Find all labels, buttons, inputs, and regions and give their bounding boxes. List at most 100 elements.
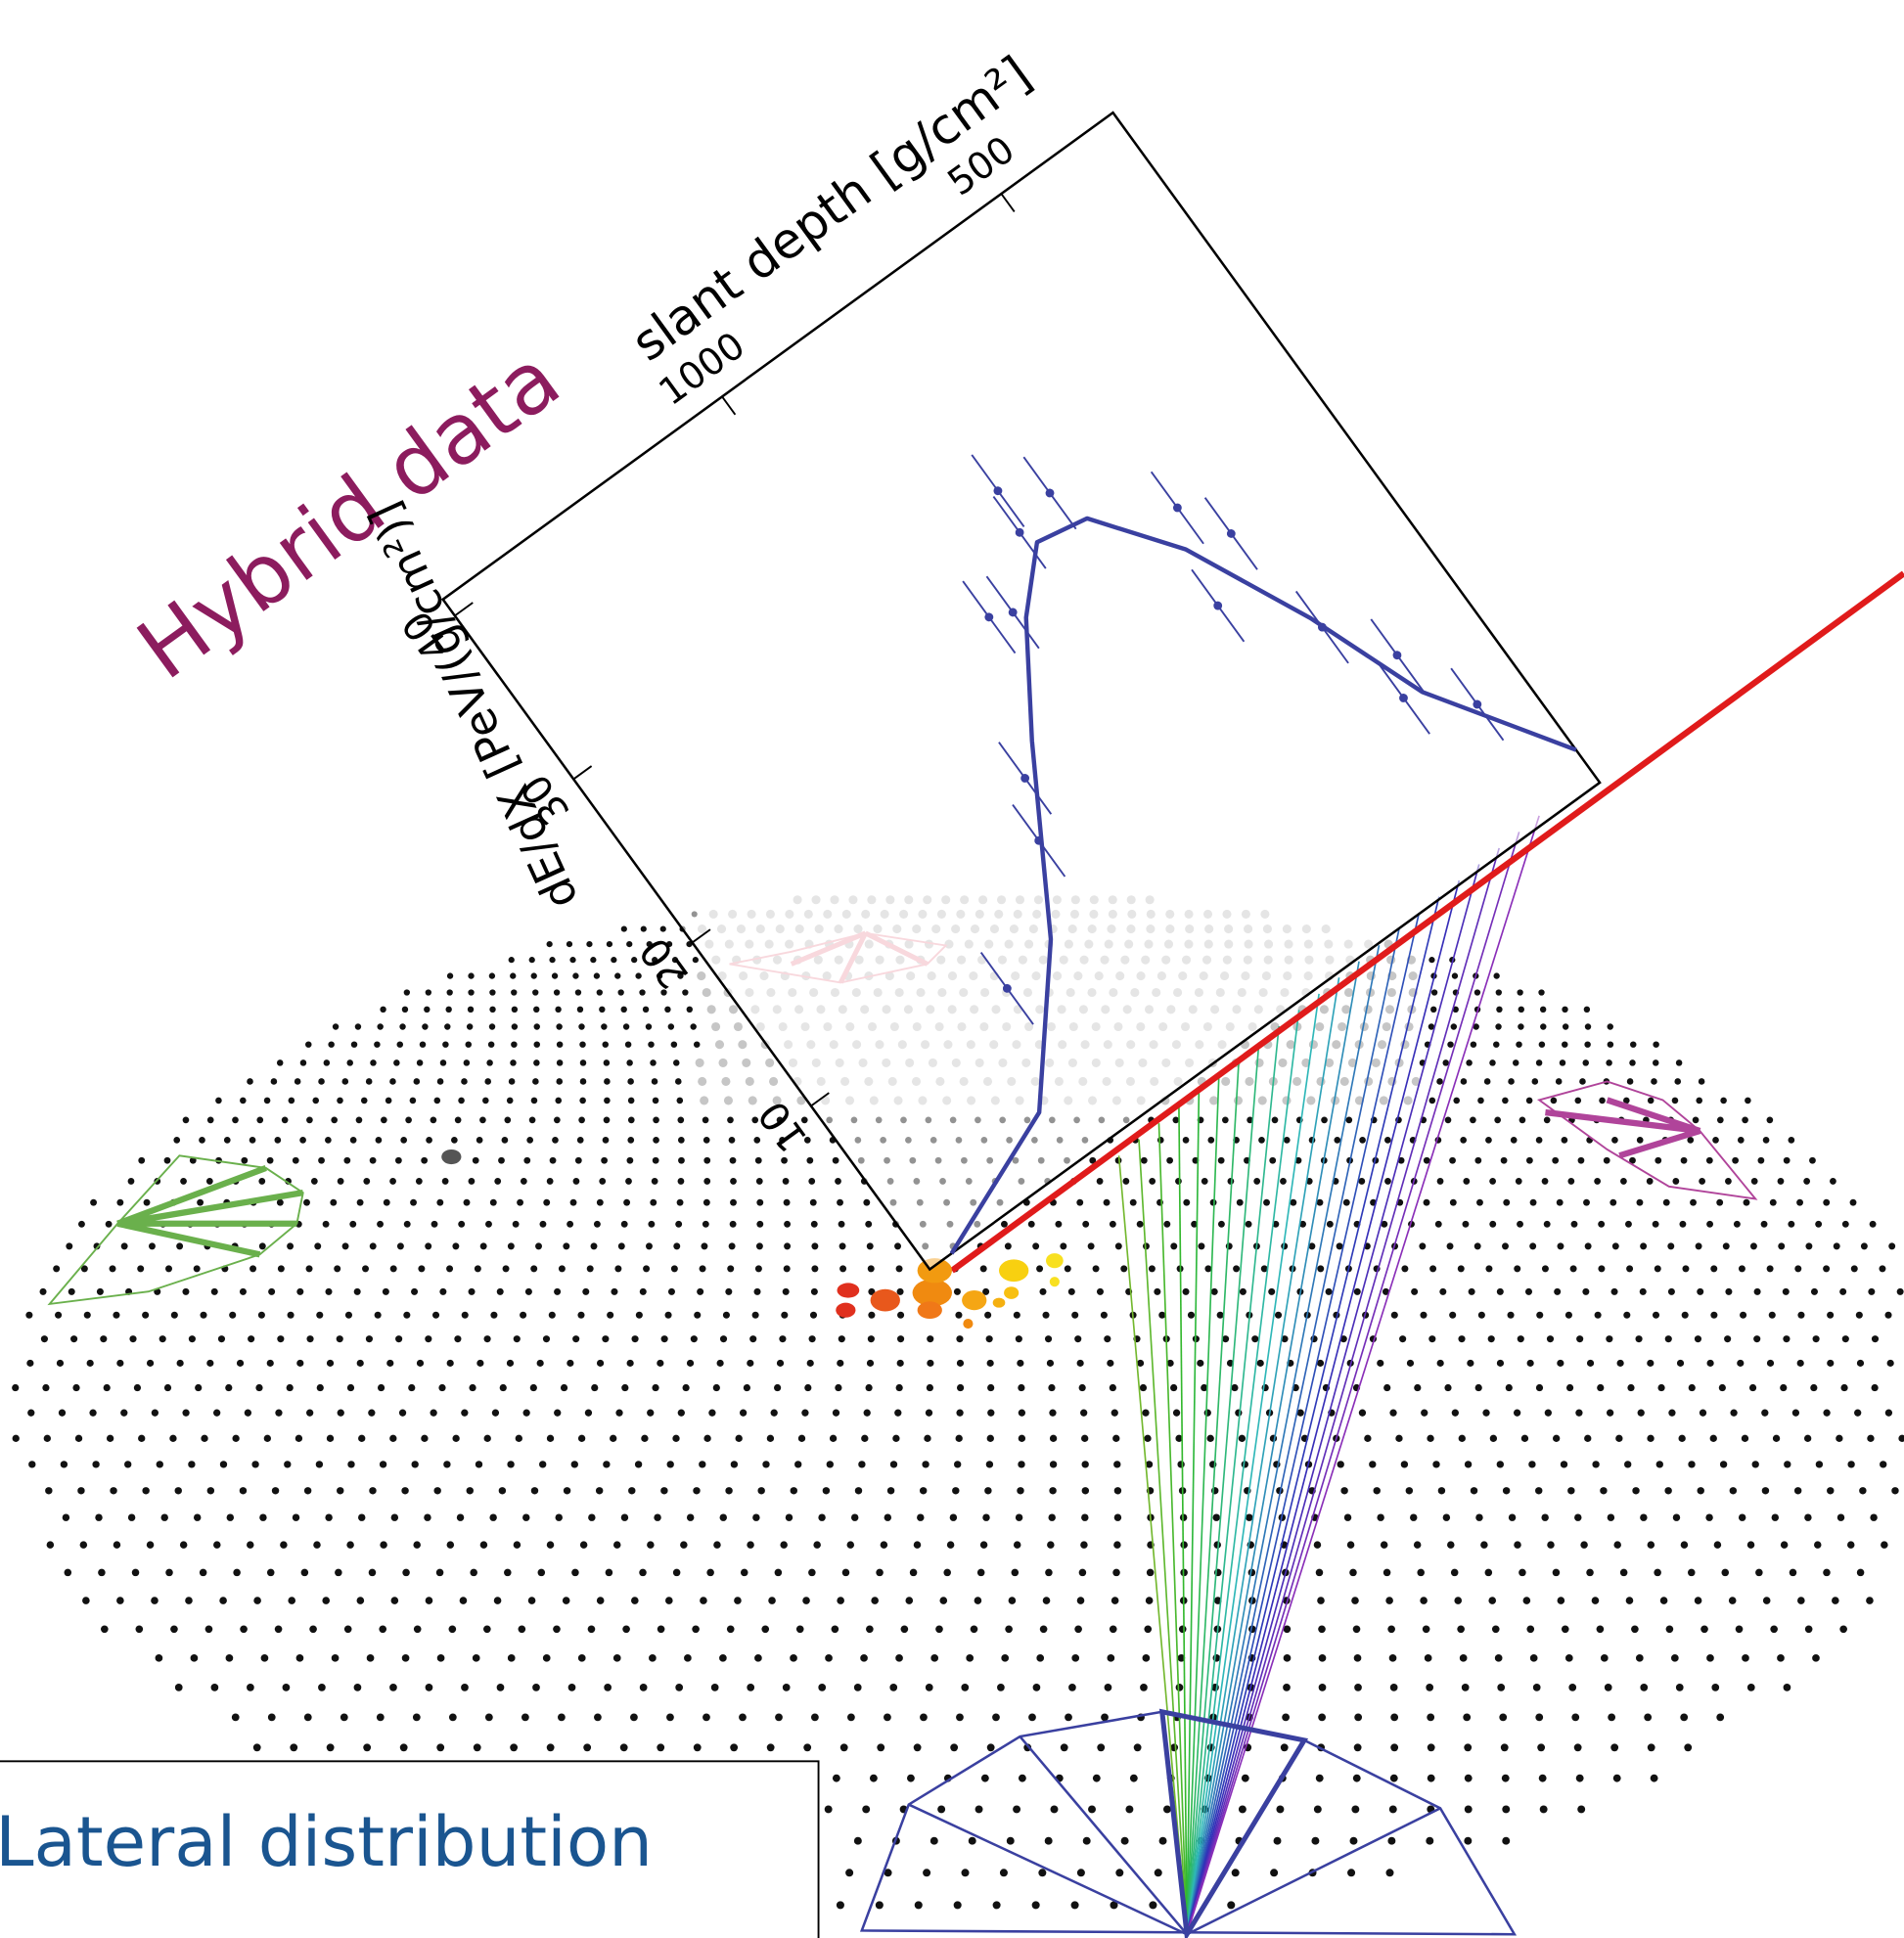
- station-site: [1597, 1625, 1605, 1633]
- station-site: [597, 1597, 605, 1604]
- station-site: [706, 1569, 714, 1577]
- station-site: [611, 957, 616, 963]
- station-site: [176, 1242, 183, 1249]
- station-site: [1318, 1625, 1326, 1633]
- station-site: [185, 1597, 193, 1604]
- station-site: [971, 1625, 978, 1633]
- station-site: [253, 1743, 261, 1751]
- station-site: [621, 1513, 628, 1520]
- station-site: [1584, 1041, 1590, 1047]
- station-site: [78, 1221, 85, 1228]
- station-site: [1499, 1713, 1507, 1721]
- station-site: [1377, 1360, 1383, 1367]
- station-site: [761, 1625, 769, 1633]
- station-site: [381, 1117, 387, 1124]
- station-site: [399, 1410, 406, 1417]
- station-site: [678, 1157, 685, 1164]
- station-site: [1464, 1837, 1472, 1845]
- station-site: [1690, 1199, 1697, 1206]
- station-site: [739, 1713, 747, 1721]
- station-site: [1496, 989, 1502, 995]
- station-site: [1525, 1288, 1532, 1295]
- station-site: [1805, 1242, 1812, 1249]
- station-site: [306, 1117, 313, 1124]
- station-site: [1682, 1265, 1689, 1272]
- station-site: [484, 1435, 491, 1442]
- station-site: [861, 1435, 868, 1442]
- station-site: [461, 1078, 468, 1085]
- station-site: [897, 1335, 904, 1342]
- station-site: [420, 1041, 426, 1047]
- station-site: [380, 1461, 386, 1467]
- station-site: [144, 1199, 151, 1206]
- station-site: [173, 1137, 180, 1144]
- station-site: [833, 1157, 839, 1164]
- station-site: [604, 1059, 611, 1066]
- station-site: [293, 1157, 299, 1164]
- station-site: [1790, 1569, 1797, 1577]
- station-site: [1140, 1684, 1148, 1691]
- station-site: [1231, 1384, 1238, 1391]
- station-site: [627, 1157, 634, 1164]
- station-site: [283, 1684, 291, 1691]
- station-site: [1723, 1242, 1730, 1249]
- station-site: [490, 1199, 497, 1206]
- station-site: [1071, 1312, 1078, 1319]
- station-site: [725, 1288, 732, 1295]
- station-outside: [1258, 1096, 1267, 1104]
- station-site: [1427, 1435, 1433, 1442]
- station-site: [322, 1597, 330, 1604]
- station-site: [1464, 1743, 1472, 1751]
- station-site: [543, 1199, 550, 1206]
- station-site: [588, 1513, 595, 1520]
- station-site: [458, 1098, 465, 1104]
- station-site: [1424, 1199, 1430, 1206]
- station-outside: [1386, 956, 1395, 965]
- station-site: [337, 1487, 343, 1494]
- station-site: [318, 1684, 326, 1691]
- station-site: [987, 1410, 994, 1417]
- station-site: [579, 1041, 585, 1047]
- station-site: [165, 1265, 172, 1272]
- station-site: [1880, 1461, 1886, 1467]
- station-site: [687, 1513, 694, 1520]
- station-site: [623, 1023, 629, 1029]
- station-site: [1866, 1597, 1874, 1604]
- station-site: [366, 1078, 373, 1085]
- station-site: [635, 972, 641, 978]
- station-outside: [746, 1077, 754, 1086]
- station-site: [691, 1335, 698, 1342]
- station-outside: [1332, 1040, 1340, 1049]
- station-site: [627, 1137, 634, 1144]
- station-site: [1177, 1461, 1184, 1467]
- station-site: [1423, 1625, 1430, 1633]
- station-site: [870, 1775, 878, 1782]
- station-site: [668, 1288, 675, 1295]
- station-site: [1773, 1435, 1780, 1442]
- station-site: [727, 1625, 735, 1633]
- station-site: [677, 1117, 684, 1124]
- station-site: [543, 1335, 550, 1342]
- station-site: [1000, 1869, 1008, 1876]
- station-site: [1570, 1265, 1577, 1272]
- station-site: [1526, 1157, 1533, 1164]
- station-site: [75, 1435, 82, 1442]
- station-site: [818, 1684, 826, 1691]
- station-site: [1816, 1461, 1823, 1467]
- station-site: [100, 1335, 107, 1342]
- station-site: [404, 1221, 411, 1228]
- station-site: [316, 1312, 323, 1319]
- station-site: [1385, 1597, 1393, 1604]
- station-site: [1777, 1654, 1785, 1662]
- station-site: [1112, 1435, 1119, 1442]
- station-site: [1130, 1775, 1138, 1782]
- station-site: [220, 1461, 227, 1467]
- station-site: [621, 1384, 628, 1391]
- station-site: [604, 1684, 612, 1691]
- station-site: [1623, 1312, 1630, 1319]
- station-site: [775, 1569, 783, 1577]
- station-site: [1640, 1242, 1647, 1249]
- station-site: [1494, 1117, 1501, 1124]
- station-site: [756, 1242, 763, 1249]
- station-site: [42, 1384, 49, 1391]
